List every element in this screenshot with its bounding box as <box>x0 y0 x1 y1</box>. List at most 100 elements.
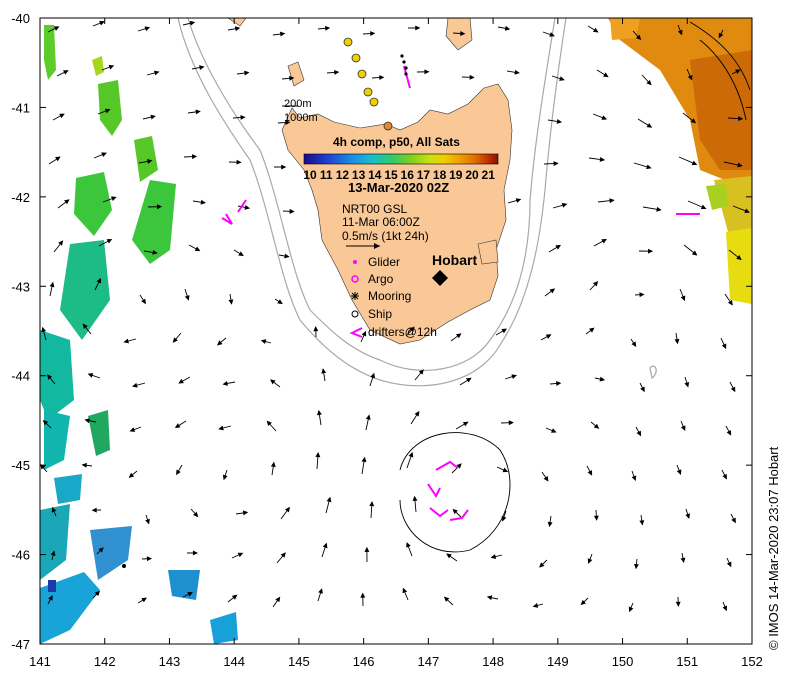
scale-arrow-head <box>374 243 380 249</box>
product-label: NRT00 GSL <box>342 202 407 216</box>
current-vector-head <box>315 452 321 458</box>
current-vector-head <box>726 430 732 436</box>
current-vector-head <box>680 425 686 431</box>
product-date-label: 11-Mar 06:00Z <box>342 215 420 229</box>
current-vector-head <box>504 25 511 31</box>
current-vector-head <box>631 475 637 482</box>
legend-mooring: Mooring <box>368 289 411 303</box>
island <box>227 18 247 27</box>
current-vector-head <box>646 79 652 86</box>
current-vector-head <box>680 295 686 302</box>
current-vector-head <box>700 204 707 210</box>
current-vector-head <box>409 326 415 332</box>
legend-argo: Argo <box>368 272 394 286</box>
credit-label: © IMOS 14-Mar-2020 23:07 Hobart <box>766 446 781 650</box>
current-vector-head <box>731 517 736 524</box>
current-vector-head <box>238 251 244 257</box>
current-vector-head <box>640 386 645 393</box>
current-vector-head <box>559 76 565 81</box>
current-vector-head <box>152 249 158 255</box>
argo-floats <box>343 37 393 131</box>
current-vector-head <box>691 250 698 256</box>
x-tick-label: 146 <box>353 654 375 669</box>
current-vector-head <box>639 520 645 526</box>
current-vector-head <box>490 554 497 559</box>
current-vector-head <box>609 198 615 204</box>
current-vector-head <box>452 508 458 515</box>
current-vector-head <box>279 31 286 37</box>
current-vector-head <box>244 204 251 210</box>
current-vector-head <box>270 461 276 468</box>
current-vector-head <box>141 298 147 305</box>
current-vector-head <box>123 338 129 344</box>
current-vector-head <box>98 547 104 553</box>
island <box>287 61 305 87</box>
y-tick-label: -45 <box>11 458 30 473</box>
current-vector-head <box>601 115 608 120</box>
current-vector-head <box>455 333 462 339</box>
current-vector-head <box>82 323 88 329</box>
current-vector-head <box>730 386 736 393</box>
current-vector-head <box>321 368 327 374</box>
current-vector-head <box>58 240 64 246</box>
current-vector-head <box>50 550 56 556</box>
current-vector-head <box>424 69 430 75</box>
colorbar-tick-label: 11 <box>320 168 333 182</box>
current-vector-head <box>176 469 181 476</box>
depth-200-label: 200m <box>284 98 312 110</box>
current-vector-head <box>361 330 367 337</box>
depth-1000-label: 1000m <box>284 112 318 124</box>
current-vector-head <box>48 594 53 601</box>
current-vector-head <box>313 326 319 332</box>
current-vector-head <box>722 473 727 480</box>
y-tick-label: -44 <box>11 369 30 384</box>
current-vectors <box>40 20 750 613</box>
current-vector-head <box>727 299 733 306</box>
current-vector-head <box>237 552 244 558</box>
current-vector-head <box>84 418 90 424</box>
colorbar-tick-label: 14 <box>368 168 382 182</box>
drifter-symbol <box>349 327 363 338</box>
current-vector-head <box>63 70 69 75</box>
colorbar-tick-label: 13 <box>352 168 366 182</box>
current-vector-head <box>515 198 522 203</box>
current-vector-head <box>587 470 593 476</box>
current-vector-head <box>228 299 234 305</box>
current-vector-head <box>738 116 744 122</box>
colorbar-tick-label: 12 <box>336 168 350 182</box>
colorbar-tick-label: 18 <box>433 168 447 182</box>
current-vector-head <box>370 31 376 37</box>
current-vector-head <box>633 563 639 570</box>
current-vector-head <box>551 428 557 433</box>
current-vector-head <box>81 462 87 468</box>
current-vector-head <box>193 511 199 518</box>
current-vector-head <box>406 542 411 548</box>
current-vector-head <box>379 75 385 80</box>
current-vector-head <box>556 381 562 386</box>
current-vector-head <box>184 295 190 301</box>
composite-title: 4h comp, p50, All Sats <box>333 135 460 149</box>
current-vector-head <box>721 343 727 350</box>
y-tick-label: -47 <box>11 637 30 652</box>
current-vector-head <box>64 199 70 205</box>
current-vector-head <box>144 26 151 32</box>
x-tick-label: 148 <box>482 654 504 669</box>
y-tick-label: -41 <box>11 100 30 115</box>
current-vector-head <box>192 550 199 556</box>
current-vector-head <box>553 161 559 166</box>
current-vector-head <box>172 337 178 343</box>
current-vector-head <box>53 26 60 31</box>
current-vector-head <box>465 377 472 383</box>
current-vector-head <box>680 557 686 564</box>
current-vector-head <box>199 65 205 70</box>
current-vector-head <box>443 596 450 602</box>
current-vector-head <box>592 27 599 33</box>
current-vector-head <box>545 334 552 339</box>
current-vector-head <box>601 238 607 244</box>
current-vector-head <box>141 597 147 603</box>
current-vector-head <box>365 414 371 420</box>
current-vector-head <box>370 372 375 379</box>
colorbar-tick-label: 10 <box>303 168 317 182</box>
current-vector-head <box>744 208 750 214</box>
current-vector-head <box>132 382 138 388</box>
